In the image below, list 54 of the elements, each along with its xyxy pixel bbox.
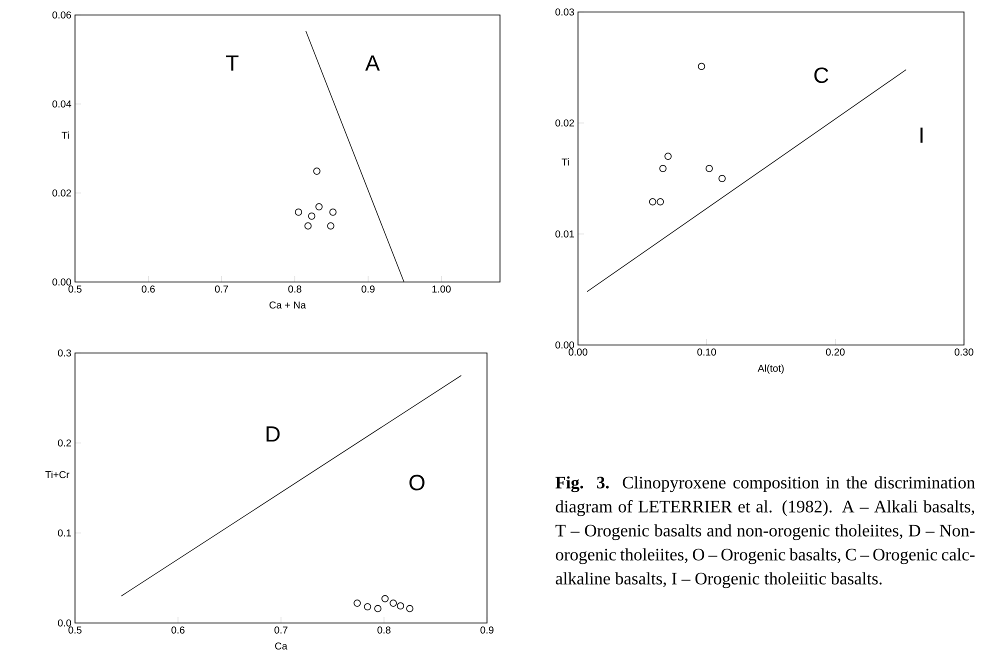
point: [308, 212, 316, 220]
y-tick-label: 0.1: [58, 529, 71, 537]
x-axis-title: Al(tot): [758, 364, 784, 374]
point: [659, 164, 667, 172]
annotation: A: [365, 55, 380, 71]
point: [313, 168, 320, 175]
point: [664, 152, 672, 160]
x-tick-label: 0.5: [68, 286, 82, 293]
x-tick-label: 0.00: [568, 348, 588, 356]
y-tick-label: 0.00: [52, 278, 72, 286]
y-tick-label: 0.2: [58, 439, 71, 447]
point: [648, 198, 656, 206]
x-tick-label: 0.20: [826, 348, 845, 356]
annotation: I: [920, 128, 923, 143]
y-axis-title: Ti: [562, 158, 569, 166]
point: [656, 198, 664, 206]
x-axis-title: Ca + Na: [270, 301, 306, 309]
y-tick-label: 0.06: [52, 11, 72, 19]
annotation: O: [409, 474, 424, 490]
x-tick-label: 0.9: [480, 626, 494, 634]
x-tick-label: 0.10: [697, 348, 716, 356]
text: Fig. 3. Clinopyroxene composition in the discrimination diagram of LETERRIER et al. (1982). A – Alkali basalts, T – Orogenic basalts and non-orogenic tholeiites, D – Non-orogenic tholeiites, O – Orogenic basalts, C – Orogenic calc-alkaline basalts, I – Orogenic tholeiitic basalts.: [556, 476, 975, 588]
y-axis-title: Ti: [62, 132, 69, 139]
x-tick-label: 1.00: [432, 286, 451, 293]
annotation: C: [814, 67, 828, 84]
y-tick-label: 0.03: [555, 8, 574, 16]
y-tick-label: 0.04: [52, 100, 72, 108]
y-tick-label: 0.02: [555, 119, 574, 127]
annotation: D: [266, 426, 280, 442]
y-tick-label: 0.01: [555, 230, 574, 238]
point: [706, 164, 713, 172]
y-tick-label: 0.0: [58, 619, 72, 627]
point: [329, 208, 337, 216]
point: [315, 203, 323, 210]
x-axis-title: Ca: [275, 642, 288, 650]
y-tick-label: 0.3: [58, 349, 72, 357]
x-tick-label: 0.5: [68, 626, 82, 634]
point: [294, 208, 302, 216]
point: [327, 222, 334, 230]
point: [304, 222, 312, 230]
x-tick-label: 0.9: [362, 286, 375, 293]
x-tick-label: 0.6: [171, 626, 185, 634]
x-tick-label: 0.6: [142, 286, 155, 293]
x-tick-label: 0.8: [288, 286, 302, 293]
annotation: T: [226, 55, 238, 71]
point: [718, 174, 726, 182]
y-axis-title: Ti+Cr: [45, 470, 70, 478]
point: [698, 62, 706, 70]
y-tick-label: 0.02: [52, 189, 71, 197]
x-tick-label: 0.30: [954, 348, 974, 356]
x-tick-label: 0.7: [274, 626, 288, 634]
x-tick-label: 0.8: [377, 626, 391, 634]
y-tick-label: 0.00: [555, 341, 574, 349]
x-tick-label: 0.7: [215, 286, 228, 293]
